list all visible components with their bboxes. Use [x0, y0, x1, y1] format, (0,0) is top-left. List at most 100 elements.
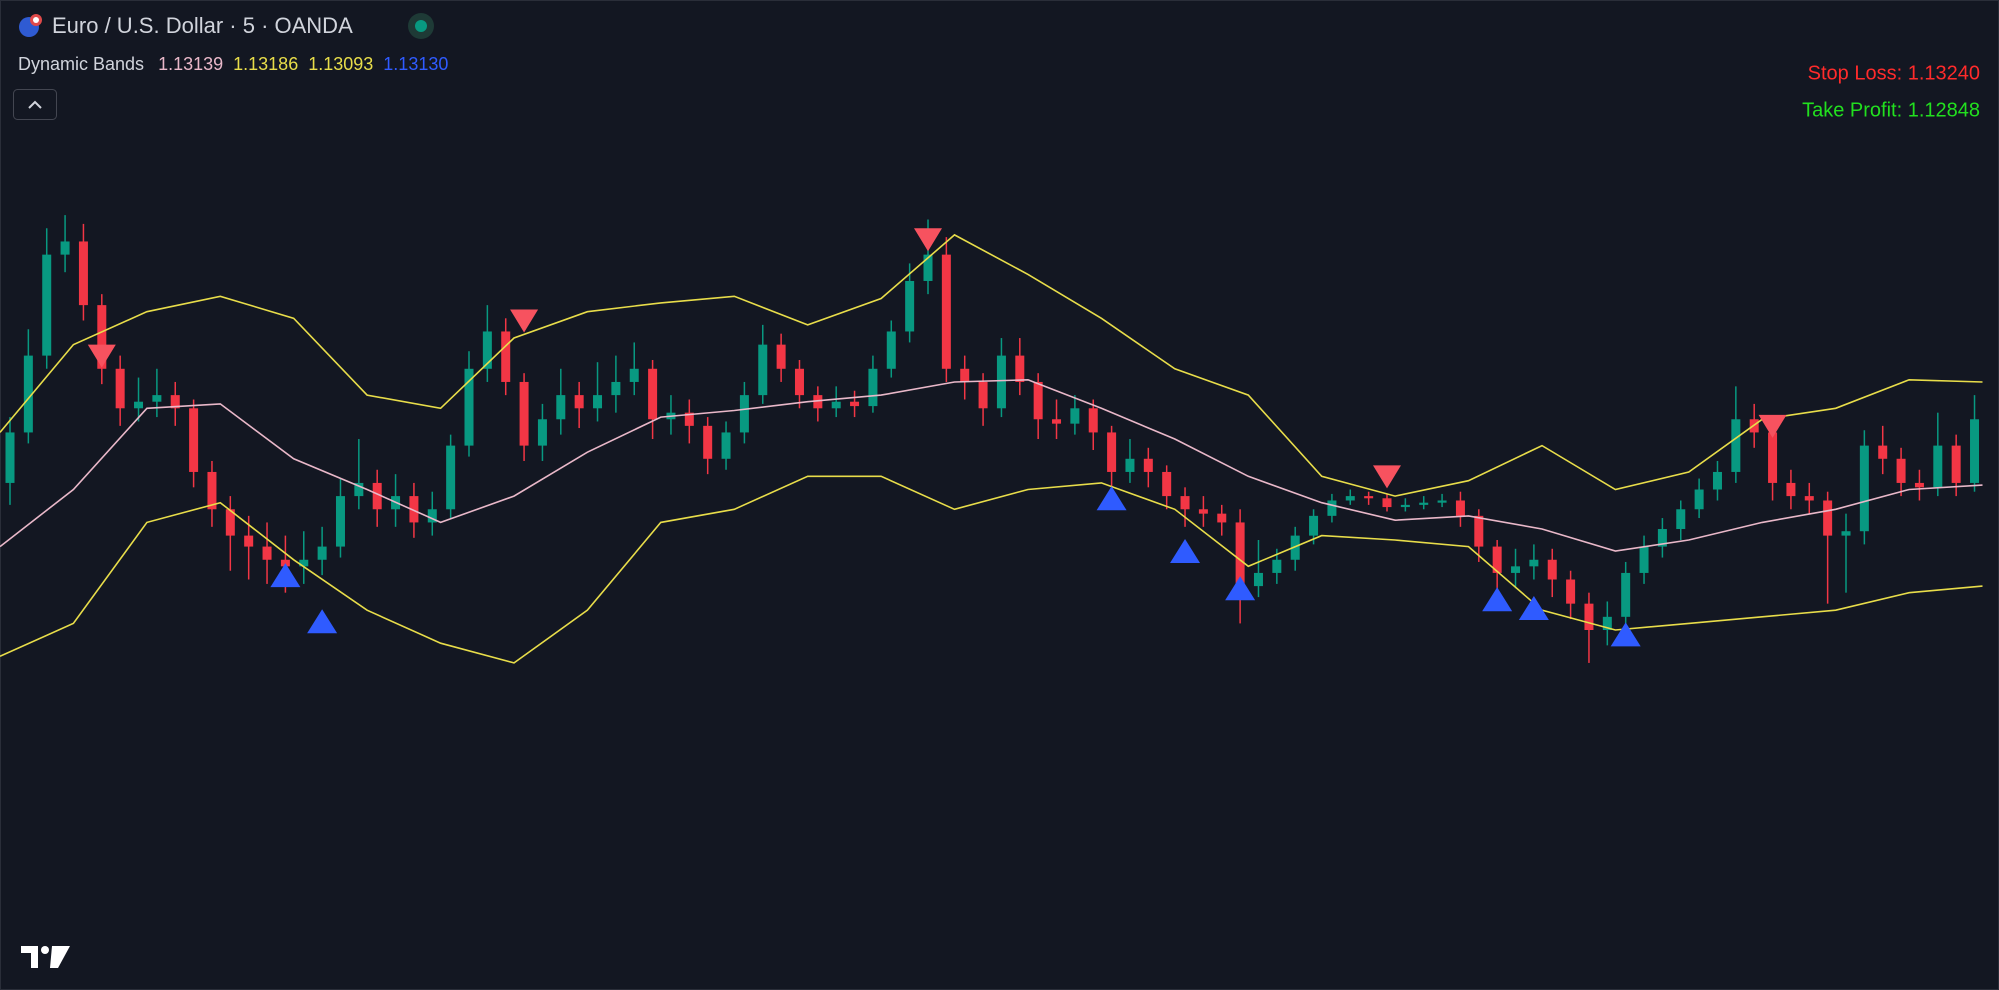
candle-body [501, 331, 511, 382]
candle-body [42, 254, 52, 356]
candle-body [1217, 513, 1227, 523]
candle-body [611, 381, 621, 396]
candle-body [1933, 445, 1943, 488]
candle-body [996, 355, 1006, 409]
candle-body [1419, 502, 1429, 505]
candle-body [831, 401, 841, 409]
candle-body [886, 331, 896, 369]
candle-body [1841, 531, 1851, 536]
candle-body [170, 395, 180, 409]
candle-body [593, 395, 603, 409]
candle-body [813, 395, 823, 409]
candle-body [1253, 572, 1263, 587]
buy-signal [1610, 622, 1641, 647]
candle-body [134, 401, 144, 409]
candle-body [758, 344, 768, 396]
buy-signal [307, 609, 338, 634]
indicator-value: 1.13139 [158, 54, 223, 74]
candle-body [556, 395, 566, 420]
candle-body [372, 482, 382, 510]
candle-body [721, 432, 731, 459]
candle-body [1162, 471, 1172, 497]
candle-body [207, 471, 217, 510]
candle-body [409, 496, 419, 523]
candle-body [1896, 458, 1906, 483]
candle-body [1786, 482, 1796, 497]
candle-body [354, 482, 364, 497]
sell-signal [87, 344, 116, 368]
candle-body [684, 412, 694, 426]
candle-body [1694, 489, 1704, 510]
candle-body [1125, 458, 1135, 472]
candle-body [1914, 482, 1924, 488]
candle-body [739, 395, 749, 433]
candle-body [1529, 559, 1539, 567]
symbol-title: Euro / U.S. Dollar · 5 · OANDA [52, 13, 353, 38]
candle-body [1309, 515, 1319, 536]
indicator-value: 1.13130 [383, 54, 448, 74]
candle-body [1639, 546, 1649, 573]
candle-body [78, 241, 88, 306]
candle-body [1859, 445, 1869, 532]
candle-body [1823, 500, 1833, 536]
candle-body [1511, 566, 1521, 573]
candle-body [464, 368, 474, 446]
candle-body [189, 408, 199, 472]
candle-body [1804, 496, 1814, 501]
candle-body [280, 559, 290, 567]
candle-body [850, 401, 860, 407]
candle-body [574, 395, 584, 409]
candle-body [244, 535, 254, 547]
candle-body [1235, 522, 1245, 587]
candle-body [1180, 496, 1190, 510]
candle-body [262, 546, 272, 560]
candle-body [1015, 355, 1025, 382]
candle-body [482, 331, 492, 369]
candle-body [868, 368, 878, 407]
candle-body [60, 241, 70, 255]
candle-body [1088, 408, 1098, 433]
candle-body [1290, 535, 1300, 560]
candle-body [1657, 529, 1667, 547]
candle-body [1621, 572, 1631, 617]
candle-body [1970, 419, 1980, 483]
candle-body [1584, 603, 1594, 630]
candle-body [299, 559, 309, 567]
candle-body [978, 381, 988, 409]
candle-body [427, 509, 437, 523]
candle-body [923, 254, 933, 281]
candle-body [629, 368, 639, 382]
candle-body [1951, 445, 1961, 483]
indicator-name: Dynamic Bands [18, 54, 144, 74]
candle-body [23, 355, 33, 433]
candle-body [1364, 496, 1374, 499]
candle-body [1198, 509, 1208, 514]
symbol-flag [19, 14, 42, 37]
buy-signal [1170, 538, 1201, 563]
candle-body [1400, 504, 1410, 508]
candle-body [1382, 498, 1392, 508]
candle-body [152, 395, 162, 402]
buy-signal [270, 563, 301, 588]
tradingview-logo [21, 946, 70, 968]
candle-body [1052, 419, 1062, 424]
candle-body [776, 344, 786, 369]
candle-body [1437, 500, 1447, 503]
take-profit-label: Take Profit: 1.12848 [1802, 99, 1980, 121]
market-status [408, 13, 434, 39]
candle-body [1731, 419, 1741, 472]
candle-body [537, 419, 547, 446]
sell-signal [1758, 414, 1787, 438]
buy-signal [1518, 596, 1549, 621]
candle-body [115, 368, 125, 409]
candle-body [960, 368, 970, 382]
collapse-button[interactable] [13, 89, 57, 120]
candle-body [1492, 546, 1502, 573]
candle-body [1878, 445, 1888, 459]
buy-signal [1482, 587, 1513, 612]
candle-body [703, 425, 713, 459]
candle-body [1566, 579, 1576, 604]
indicator-value: 1.13093 [308, 54, 373, 74]
